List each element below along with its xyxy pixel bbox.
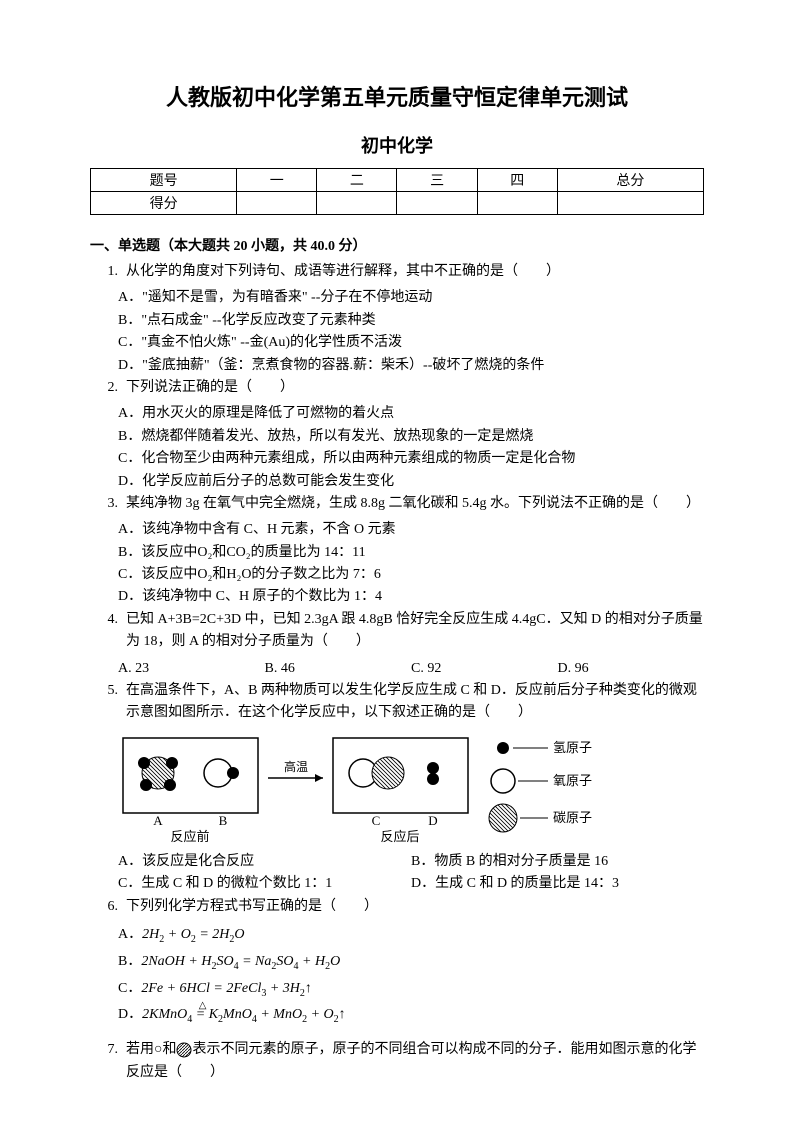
question-number: 1. — [90, 261, 126, 283]
diagram-label-d: D — [428, 813, 437, 828]
table-cell: 得分 — [91, 192, 237, 215]
question-6: 6. 下列列化学方程式书写正确的是（ ） — [90, 896, 704, 918]
score-table: 题号 一 二 三 四 总分 得分 — [90, 168, 704, 215]
table-row: 得分 — [91, 192, 704, 215]
question-number: 5. — [90, 680, 126, 725]
legend-carbon: 碳原子 — [553, 810, 592, 825]
diagram-label-c: C — [372, 813, 381, 828]
question-stem: 在高温条件下，A、B 两种物质可以发生化学反应生成 C 和 D．反应前后分子种类… — [126, 680, 704, 725]
question-4: 4. 已知 A+3B=2C+3D 中，已知 2.3gA 跟 4.8gB 恰好完全… — [90, 609, 704, 654]
option-c: C．生成 C 和 D 的微粒个数比 1：1 — [118, 873, 411, 895]
option-d: D．该纯净物中 C、H 原子的个数比为 1：4 — [90, 586, 704, 608]
table-cell — [397, 192, 477, 215]
diagram-svg: A B 反应前 高温 C D 反应后 氢原子 氧原子 — [118, 733, 598, 843]
legend-hydrogen: 氢原子 — [553, 740, 592, 755]
table-cell: 四 — [477, 169, 557, 192]
question-stem: 下列说法正确的是（ ） — [126, 377, 704, 399]
table-cell: 二 — [317, 169, 397, 192]
section-header: 一、单选题（本大题共 20 小题，共 40.0 分） — [90, 235, 704, 255]
option-b: B．物质 B 的相对分子质量是 16 — [411, 851, 704, 873]
option-a: A．该纯净物中含有 C、H 元素，不含 O 元素 — [90, 519, 704, 541]
table-cell — [557, 192, 703, 215]
option-d: D．2KMnO4 △= K2MnO4 + MnO2 + O2↑ — [90, 1002, 704, 1029]
options-row: A. 23 B. 46 C. 92 D. 96 — [90, 658, 704, 680]
table-cell: 总分 — [557, 169, 703, 192]
option-b: B. 46 — [265, 658, 412, 680]
diagram-label-b: B — [219, 813, 228, 828]
diagram-after-label: 反应后 — [380, 829, 419, 843]
option-a: A．"遥知不是雪，为有暗香来" --分子在不停地运动 — [90, 287, 704, 309]
question-stem: 若用○和表示不同元素的原子，原子的不同组合可以构成不同的分子．能用如图示意的化学… — [126, 1039, 704, 1084]
question-number: 6. — [90, 896, 126, 918]
option-d: D. 96 — [558, 658, 705, 680]
question-stem: 某纯净物 3g 在氧气中完全燃烧，生成 8.8g 二氧化碳和 5.4g 水。下列… — [126, 493, 704, 515]
legend-oxygen: 氧原子 — [553, 773, 592, 788]
table-cell: 题号 — [91, 169, 237, 192]
subtitle: 初中化学 — [90, 132, 704, 158]
diagram-before-label: 反应前 — [170, 829, 209, 843]
hatched-circle-icon — [176, 1042, 192, 1058]
options-row: C．生成 C 和 D 的微粒个数比 1：1 D．生成 C 和 D 的质量比是 1… — [90, 873, 704, 895]
option-d: D．生成 C 和 D 的质量比是 14：3 — [411, 873, 704, 895]
main-title: 人教版初中化学第五单元质量守恒定律单元测试 — [90, 80, 704, 112]
question-number: 7. — [90, 1039, 126, 1084]
table-cell — [477, 192, 557, 215]
option-c: C．该反应中O₂和H₂O的分子数之比为 7：6 — [90, 564, 704, 586]
option-d: D．"釜底抽薪"（釜：烹煮食物的容器.薪：柴禾）--破坏了燃烧的条件 — [90, 355, 704, 377]
option-c: C．"真金不怕火炼" --金(Au)的化学性质不活泼 — [90, 332, 704, 354]
question-stem: 下列列化学方程式书写正确的是（ ） — [126, 896, 704, 918]
question-stem: 从化学的角度对下列诗句、成语等进行解释，其中不正确的是（ ） — [126, 261, 704, 283]
option-c: C．化合物至少由两种元素组成，所以由两种元素组成的物质一定是化合物 — [90, 448, 704, 470]
stem-part2: 表示不同元素的原子，原子的不同组合可以构成不同的分子．能用如图示意的化学反应是（… — [126, 1042, 696, 1079]
question-3: 3. 某纯净物 3g 在氧气中完全燃烧，生成 8.8g 二氧化碳和 5.4g 水… — [90, 493, 704, 515]
reaction-diagram: A B 反应前 高温 C D 反应后 氢原子 氧原子 — [90, 733, 704, 843]
option-a: A．2H2 + O2 = 2H2O — [90, 922, 704, 949]
option-a: A. 23 — [118, 658, 265, 680]
question-number: 2. — [90, 377, 126, 399]
table-cell: 一 — [237, 169, 317, 192]
option-a: A．用水灭火的原理是降低了可燃物的着火点 — [90, 403, 704, 425]
question-1: 1. 从化学的角度对下列诗句、成语等进行解释，其中不正确的是（ ） — [90, 261, 704, 283]
arrow-label: 高温 — [284, 759, 308, 774]
question-5: 5. 在高温条件下，A、B 两种物质可以发生化学反应生成 C 和 D．反应前后分… — [90, 680, 704, 725]
table-cell — [317, 192, 397, 215]
option-b: B．"点石成金" --化学反应改变了元素种类 — [90, 310, 704, 332]
option-c: C．2Fe + 6HCl = 2FeCl3 + 3H2↑ — [90, 976, 704, 1003]
option-b: B．燃烧都伴随着发光、放热，所以有发光、放热现象的一定是燃烧 — [90, 426, 704, 448]
table-cell: 三 — [397, 169, 477, 192]
table-cell — [237, 192, 317, 215]
question-stem: 已知 A+3B=2C+3D 中，已知 2.3gA 跟 4.8gB 恰好完全反应生… — [126, 609, 704, 654]
option-a: A．该反应是化合反应 — [118, 851, 411, 873]
page-content: 人教版初中化学第五单元质量守恒定律单元测试 初中化学 题号 一 二 三 四 总分… — [0, 0, 794, 1128]
option-c: C. 92 — [411, 658, 558, 680]
question-7: 7. 若用○和表示不同元素的原子，原子的不同组合可以构成不同的分子．能用如图示意… — [90, 1039, 704, 1084]
option-d: D．化学反应前后分子的总数可能会发生变化 — [90, 471, 704, 493]
table-row: 题号 一 二 三 四 总分 — [91, 169, 704, 192]
stem-part1: 若用○和 — [126, 1042, 176, 1057]
question-number: 4. — [90, 609, 126, 654]
diagram-label-a: A — [153, 813, 163, 828]
option-b: B．该反应中O₂和CO₂的质量比为 14：11 — [90, 542, 704, 564]
question-2: 2. 下列说法正确的是（ ） — [90, 377, 704, 399]
question-number: 3. — [90, 493, 126, 515]
options-row: A．该反应是化合反应 B．物质 B 的相对分子质量是 16 — [90, 851, 704, 873]
option-b: B．2NaOH + H2SO4 = Na2SO4 + H2O — [90, 949, 704, 976]
